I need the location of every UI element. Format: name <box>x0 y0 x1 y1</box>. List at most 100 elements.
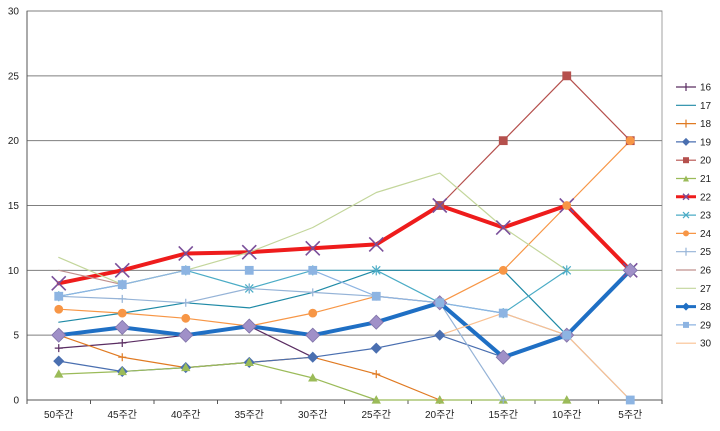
legend-label: 25 <box>700 247 712 258</box>
data-point-29 <box>244 265 254 275</box>
data-point-28 <box>114 319 130 335</box>
y-tick-label: 20 <box>8 136 20 147</box>
legend-label: 19 <box>700 137 712 148</box>
data-point-24 <box>117 308 127 318</box>
data-point-28 <box>178 327 194 343</box>
data-point-29 <box>562 330 572 340</box>
legend-marker <box>683 321 689 328</box>
data-point-28 <box>241 318 257 334</box>
data-point-28 <box>495 349 511 365</box>
legend-label: 17 <box>700 101 712 112</box>
data-point-22 <box>241 244 257 260</box>
y-tick-label: 15 <box>8 201 20 212</box>
legend-item-29: 29 <box>676 320 712 331</box>
data-point-25 <box>308 288 317 297</box>
data-point-25 <box>245 284 254 293</box>
legend-item-28: 28 <box>676 302 712 313</box>
data-point-22 <box>51 275 67 291</box>
data-point-16 <box>54 344 63 353</box>
legend-item-21: 21 <box>676 174 712 185</box>
legend-label: 18 <box>700 119 712 130</box>
legend-label: 27 <box>700 284 712 295</box>
data-point-21 <box>117 366 127 376</box>
legend-label: 24 <box>700 229 712 240</box>
data-point-28 <box>305 327 321 343</box>
legend-item-19: 19 <box>676 137 712 148</box>
y-tick-label: 10 <box>8 266 20 277</box>
legend-label: 21 <box>700 174 712 185</box>
series-line-24 <box>58 140 631 327</box>
x-tick-label: 5주간 <box>618 409 642 421</box>
legend-label: 30 <box>700 339 712 350</box>
data-point-24 <box>308 308 318 318</box>
data-point-28 <box>368 314 384 330</box>
legend-label: 22 <box>700 192 712 203</box>
legend-label: 29 <box>700 320 712 331</box>
data-point-21 <box>54 369 64 378</box>
series-line-26 <box>58 269 123 286</box>
legend-label: 23 <box>700 211 712 222</box>
data-point-29 <box>181 265 191 275</box>
x-tick-label: 10주간 <box>552 409 582 421</box>
legend-marker <box>683 157 689 164</box>
data-point-19 <box>370 342 382 354</box>
axes: 0 5 10 15 20 25 30 50주간 45주간 40주간 35주간 30주간 25주간 20주간… <box>8 7 663 421</box>
series-line-17 <box>58 269 568 336</box>
x-tick-label: 25주간 <box>361 409 391 421</box>
data-point-19 <box>53 355 65 367</box>
series-line-19 <box>58 334 504 373</box>
series-lines <box>56 75 633 401</box>
series-line-23 <box>58 269 631 314</box>
legend-item-20: 20 <box>676 156 712 167</box>
x-tick-label: 20주간 <box>425 409 455 421</box>
series-line-20 <box>439 75 631 207</box>
legend-item-27: 27 <box>676 284 712 295</box>
y-tick-label: 0 <box>13 396 19 407</box>
series-line-30 <box>439 312 631 401</box>
data-point-28 <box>51 327 67 343</box>
data-point-20 <box>562 71 572 81</box>
x-tick-label: 35주간 <box>234 409 264 421</box>
legend-marker <box>682 211 690 219</box>
legend-marker <box>682 302 690 311</box>
data-point-21 <box>371 395 381 404</box>
data-point-21 <box>244 357 254 366</box>
data-point-21 <box>562 395 572 404</box>
series-markers <box>51 71 638 405</box>
legend-item-24: 24 <box>676 229 712 240</box>
legend-marker <box>683 230 689 237</box>
x-tick-label: 45주간 <box>107 409 137 421</box>
data-point-22 <box>305 240 321 256</box>
legend-item-30: 30 <box>676 339 712 350</box>
data-point-28 <box>622 262 638 278</box>
data-point-24 <box>181 313 191 323</box>
data-point-21 <box>435 395 445 404</box>
data-point-25 <box>118 294 127 303</box>
data-point-25 <box>181 298 190 307</box>
data-point-29 <box>117 280 127 289</box>
legend-label: 20 <box>700 156 712 167</box>
data-point-23 <box>371 265 381 276</box>
y-tick-label: 25 <box>8 71 20 82</box>
legend-marker <box>682 137 690 146</box>
legend-label: 26 <box>700 266 712 277</box>
legend-item-25: 25 <box>676 247 712 258</box>
legend-marker <box>683 175 689 182</box>
data-point-18 <box>372 370 381 379</box>
legend-item-16: 16 <box>676 83 712 94</box>
data-point-20 <box>498 136 508 146</box>
legend-marker <box>682 193 690 201</box>
data-point-18 <box>118 353 127 362</box>
y-tick-label: 30 <box>8 7 20 18</box>
legend: 16 17 18 19 20 21 22 23 24 25 26 27 28 29 30 <box>676 83 712 350</box>
x-tick-label: 40주간 <box>171 409 201 421</box>
data-point-25 <box>499 396 508 404</box>
data-point-29 <box>498 308 508 318</box>
data-point-21 <box>308 373 318 382</box>
data-point-23 <box>562 265 572 276</box>
data-point-24 <box>625 136 635 146</box>
legend-item-23: 23 <box>676 211 712 222</box>
data-point-29 <box>54 291 64 301</box>
legend-label: 16 <box>700 83 712 94</box>
